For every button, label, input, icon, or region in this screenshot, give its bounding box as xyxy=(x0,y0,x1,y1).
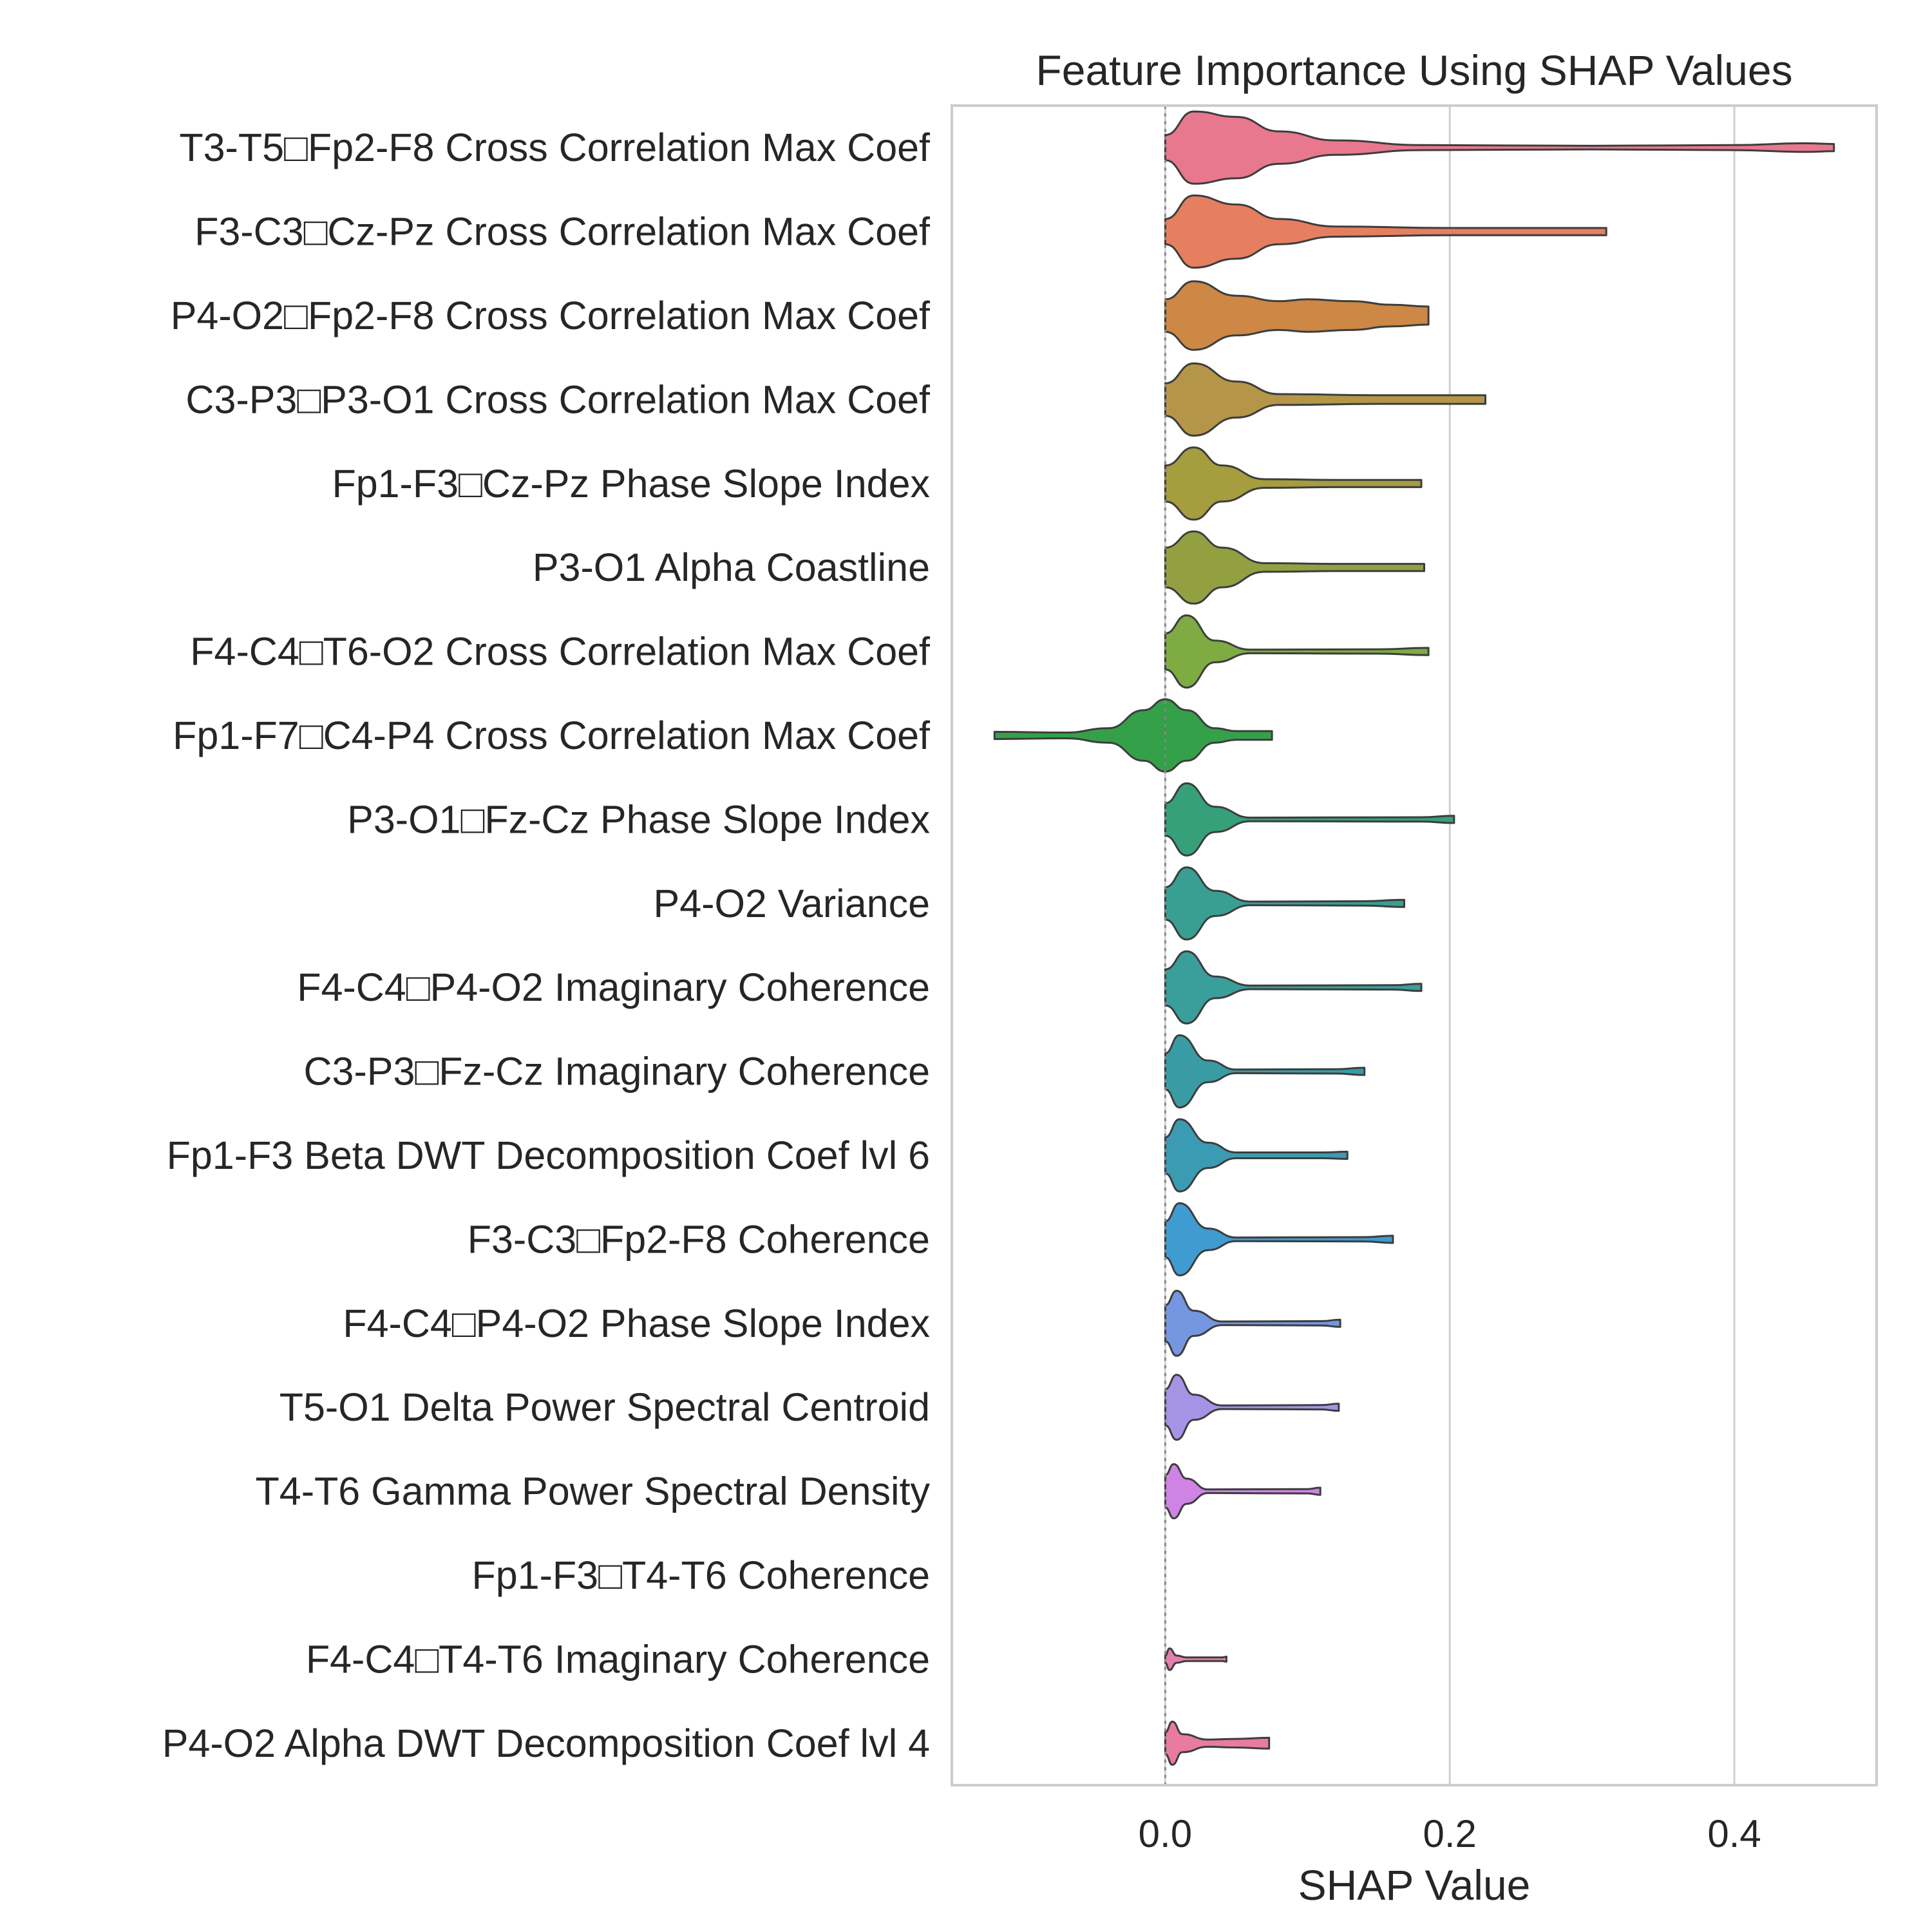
category-label-5: P3-O1 Alpha Coastline xyxy=(533,545,930,589)
category-labels: T3-T5□Fp2-F8 Cross Correlation Max Coef F… xyxy=(162,126,931,1765)
violin-19 xyxy=(1164,1720,1271,1766)
violin-6 xyxy=(1164,614,1430,689)
category-label-8: P3-O1□Fz-Cz Phase Slope Index xyxy=(347,797,930,841)
x-axis-label: SHAP Value xyxy=(1298,1861,1531,1909)
category-label-13: F3-C3□Fp2-F8 Coherence xyxy=(468,1217,930,1261)
category-label-6: F4-C4□T6-O2 Cross Correlation Max Coef xyxy=(190,630,931,674)
x-tick-labels: 0.0 0.2 0.4 xyxy=(1139,1812,1761,1855)
violin-5 xyxy=(1164,530,1425,605)
category-label-19: P4-O2 Alpha DWT Decomposition Coef lvl 4 xyxy=(162,1721,930,1765)
violin-15 xyxy=(1164,1374,1340,1441)
category-label-7: Fp1-F7□C4-P4 Cross Correlation Max Coef xyxy=(173,714,931,757)
category-label-1: F3-C3□Cz-Pz Cross Correlation Max Coef xyxy=(194,210,931,254)
plot-frame xyxy=(951,104,1878,1786)
x-tick-label-2: 0.4 xyxy=(1707,1812,1761,1855)
violin-1 xyxy=(1164,194,1607,269)
violin-13 xyxy=(1164,1202,1394,1276)
violin-9 xyxy=(1164,866,1405,941)
category-label-3: C3-P3□P3-O1 Cross Correlation Max Coef xyxy=(185,377,931,421)
violin-2 xyxy=(1164,280,1430,351)
x-tick-label-0: 0.0 xyxy=(1139,1812,1192,1855)
chart-title: Feature Importance Using SHAP Values xyxy=(1036,46,1792,94)
violin-18 xyxy=(1164,1647,1227,1671)
category-label-17: Fp1-F3□T4-T6 Coherence xyxy=(471,1553,930,1597)
violin-14 xyxy=(1164,1289,1341,1357)
category-label-10: F4-C4□P4-O2 Imaginary Coherence xyxy=(297,965,930,1009)
violin-4 xyxy=(1164,446,1423,521)
violin-8 xyxy=(1164,782,1455,857)
violin-0 xyxy=(1164,110,1835,185)
category-label-9: P4-O2 Variance xyxy=(654,882,930,925)
category-label-12: Fp1-F3 Beta DWT Decomposition Coef lvl 6 xyxy=(167,1133,930,1177)
violin-11 xyxy=(1164,1034,1366,1109)
violins xyxy=(993,110,1835,1766)
violin-12 xyxy=(1164,1118,1349,1193)
category-label-15: T5-O1 Delta Power Spectral Centroid xyxy=(279,1385,930,1429)
grid-lines xyxy=(1164,106,1736,1785)
violin-3 xyxy=(1164,362,1486,437)
x-tick-label-1: 0.2 xyxy=(1423,1812,1477,1855)
category-label-4: Fp1-F3□Cz-Pz Phase Slope Index xyxy=(332,462,930,506)
category-label-11: C3-P3□Fz-Cz Imaginary Coherence xyxy=(303,1050,930,1094)
violin-7 xyxy=(993,698,1273,773)
violin-10 xyxy=(1164,950,1423,1025)
category-label-18: F4-C4□T4-T6 Imaginary Coherence xyxy=(306,1637,930,1681)
category-label-2: P4-O2□Fp2-F8 Cross Correlation Max Coef xyxy=(171,294,931,337)
category-label-14: F4-C4□P4-O2 Phase Slope Index xyxy=(343,1302,930,1345)
category-label-16: T4-T6 Gamma Power Spectral Density xyxy=(256,1470,931,1513)
category-label-0: T3-T5□Fp2-F8 Cross Correlation Max Coef xyxy=(179,126,931,169)
violin-16 xyxy=(1164,1463,1321,1520)
